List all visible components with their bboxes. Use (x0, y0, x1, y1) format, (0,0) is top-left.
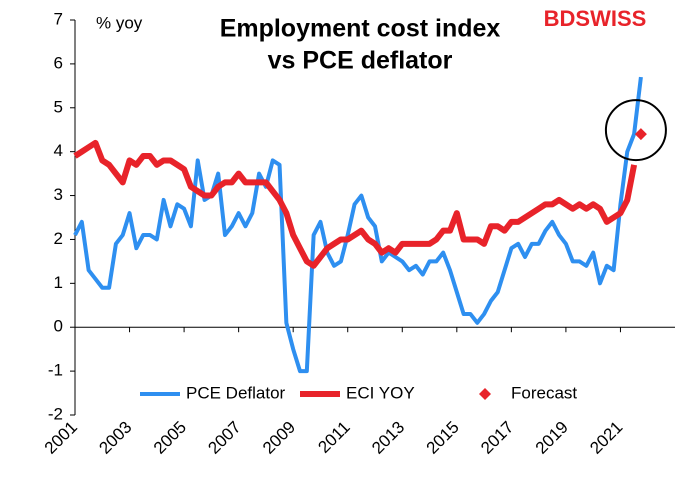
series-line (73, 139, 638, 269)
y-axis-label: % yoy (96, 13, 143, 32)
legend-label: Forecast (511, 383, 577, 402)
legend-marker (479, 388, 491, 400)
logo: BDSWISS (544, 6, 647, 31)
legend-label: PCE Deflator (186, 383, 286, 402)
y-tick-label: 7 (54, 9, 63, 28)
legend-label: ECI YOY (346, 383, 415, 402)
highlight-circle (604, 99, 667, 162)
y-tick-label: 2 (54, 229, 63, 248)
y-tick-label: 4 (54, 141, 63, 160)
y-tick-label: 6 (54, 53, 63, 72)
y-tick-label: -2 (48, 404, 63, 423)
series-line (73, 76, 643, 374)
y-tick-label: -1 (48, 361, 63, 380)
forecast-marker (634, 128, 647, 141)
y-tick-label: 3 (54, 185, 63, 204)
chart-title: vs PCE deflator (268, 47, 453, 75)
y-tick-label: 5 (54, 97, 63, 116)
y-tick-label: 0 (54, 317, 63, 336)
chart-title: Employment cost index (220, 15, 501, 43)
y-tick-label: 1 (54, 273, 63, 292)
